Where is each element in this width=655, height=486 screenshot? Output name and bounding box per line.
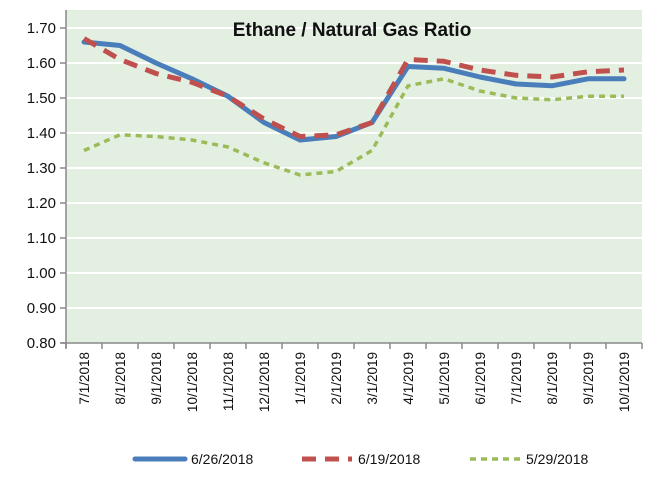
y-tick-label: 1.30: [27, 160, 56, 177]
y-tick-label: 1.00: [27, 265, 56, 282]
y-tick-label: 0.90: [27, 300, 56, 317]
series-layer: [81, 36, 627, 177]
x-tick-label: 9/1/2018: [149, 352, 164, 405]
y-axis-labels: 0.80 0.90 1.00 1.10 1.20 1.30 1.40 1.50 1.60 1.70: [27, 20, 56, 352]
series-line-0: [81, 39, 627, 143]
x-axis-labels: 7/1/2018 8/1/2018 9/1/2018 10/1/2018 11/1/20…: [77, 352, 632, 412]
x-tick-label: 1/1/2019: [293, 352, 308, 405]
x-tick-label: 6/1/2019: [473, 352, 488, 405]
x-tick-label: 4/1/2019: [401, 352, 416, 405]
y-tick-label: 1.70: [27, 20, 56, 37]
x-tick-label: 7/1/2019: [509, 352, 524, 405]
x-tick-label: 10/1/2019: [617, 352, 632, 412]
legend: 6/26/2018 6/19/2018 5/29/2018: [132, 451, 588, 467]
x-tick-label: 8/1/2019: [545, 352, 560, 405]
x-tick-label: 12/1/2018: [257, 352, 272, 412]
y-tick-label: 1.40: [27, 125, 56, 142]
legend-label: 5/29/2018: [526, 451, 588, 467]
y-tick-label: 1.60: [27, 55, 56, 72]
series-line-1: [82, 36, 625, 139]
x-tick-label: 7/1/2018: [77, 352, 92, 405]
y-tick-label: 1.50: [27, 90, 56, 107]
legend-label: 6/26/2018: [191, 451, 253, 467]
x-tick-label: 9/1/2019: [581, 352, 596, 405]
x-tick-label: 3/1/2019: [365, 352, 380, 405]
x-tick-label: 8/1/2018: [113, 352, 128, 405]
y-tick-label: 1.10: [27, 230, 56, 247]
x-tick-label: 11/1/2018: [221, 352, 236, 411]
legend-label: 6/19/2018: [358, 451, 420, 467]
x-tick-label: 2/1/2019: [329, 352, 344, 405]
y-tick-label: 1.20: [27, 195, 56, 212]
y-tick-label: 0.80: [27, 335, 56, 352]
axes: [60, 10, 643, 349]
chart-title: Ethane / Natural Gas Ratio: [233, 20, 472, 41]
series-line-2: [83, 77, 624, 177]
x-tick-label: 10/1/2018: [185, 352, 200, 412]
x-tick-label: 5/1/2019: [437, 352, 452, 405]
